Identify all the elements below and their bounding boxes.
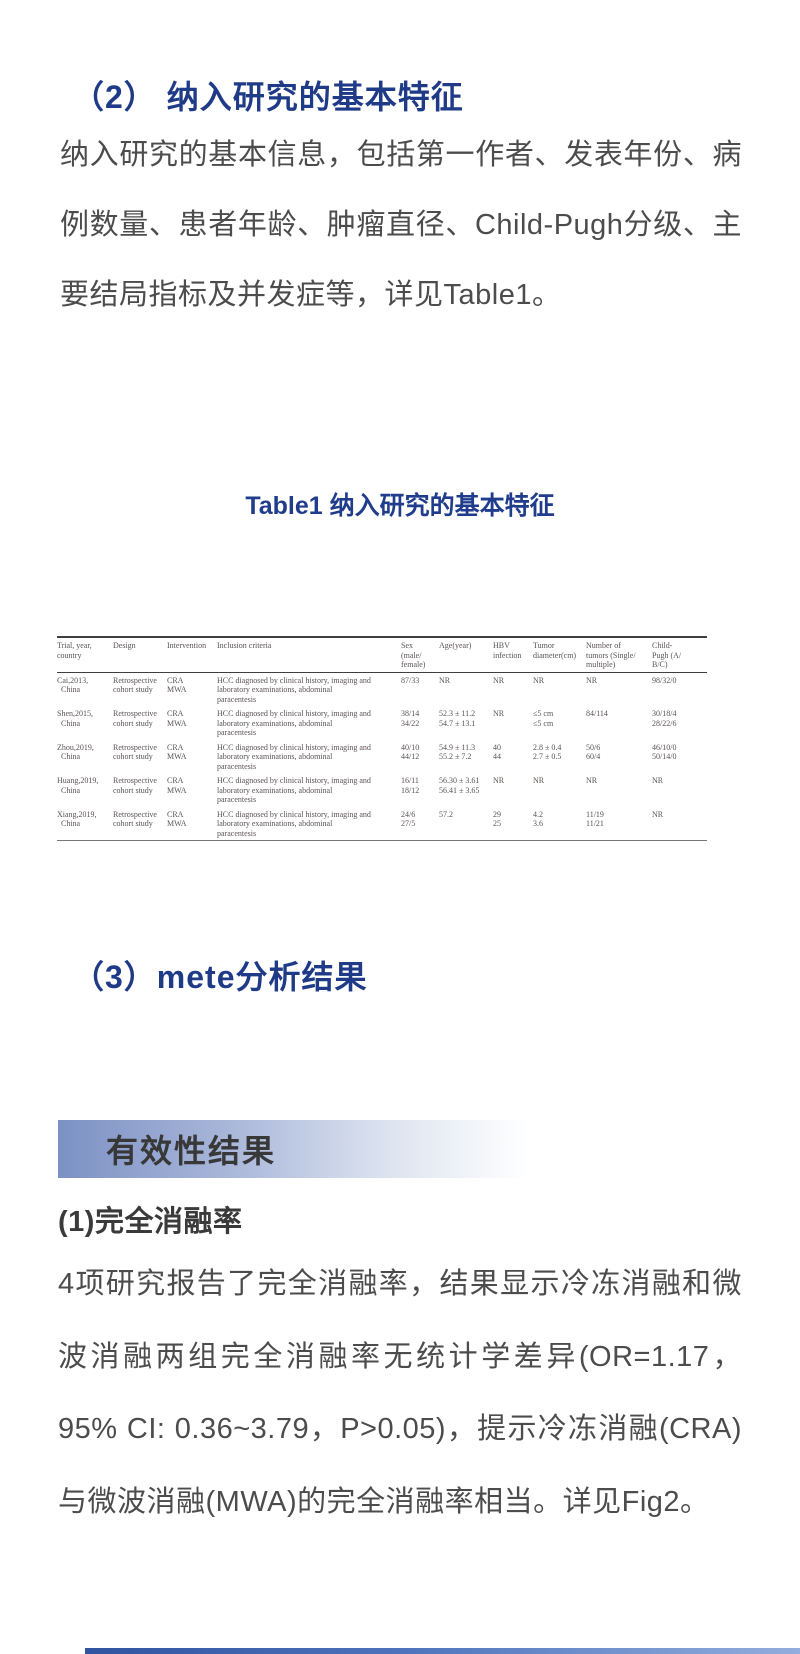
complete-ablation-subheading: (1)完全消融率	[58, 1206, 243, 1238]
table-cell: Retrospective cohort study	[113, 809, 157, 829]
table-cell: NR	[586, 675, 598, 685]
table-cell: 87/33	[401, 675, 420, 685]
table-cell: HCC diagnosed by clinical history, imagi…	[217, 709, 371, 737]
table-cell: 24/6 27/5	[401, 809, 416, 829]
table-cell: Retrospective cohort study	[113, 675, 157, 695]
table-cell: 57.2	[439, 809, 453, 819]
table-cell: Xiang,2019, China	[57, 809, 97, 829]
table-cell: Retrospective cohort study	[113, 776, 157, 795]
table-cell: HCC diagnosed by clinical history, imagi…	[217, 809, 371, 838]
table-cell: 46/10/0 50/14/0	[652, 742, 677, 762]
table-cell: 84/114	[586, 709, 608, 718]
table-cell: Shen,2015, China	[57, 709, 93, 728]
study-table-head-row: Trial, year, country Design Intervention In…	[57, 637, 707, 673]
table-cell: 30/18/4 28/22/6	[652, 709, 677, 728]
table-cell: Retrospective cohort study	[113, 742, 157, 762]
table-header-cell: Child- Pugh (A/ B/C)	[652, 637, 707, 673]
table-cell: NR	[652, 776, 664, 785]
table-cell: 56.30 ± 3.61 56.41 ± 3.65	[439, 776, 480, 795]
table-cell: ≤5 cm ≤5 cm	[533, 709, 554, 728]
table-row: Huang,2019, China Retrospective cohort st…	[57, 773, 707, 807]
table-cell: NR	[652, 809, 664, 819]
table-cell: NR	[439, 675, 451, 685]
table-cell: CRA MWA	[167, 742, 187, 762]
table-cell: NR	[533, 675, 545, 685]
table-cell: CRA MWA	[167, 809, 187, 829]
table-cell: 11/19 11/21	[586, 809, 604, 829]
table-cell: NR	[533, 776, 545, 785]
table-header-cell: Inclusion criteria	[217, 637, 401, 673]
table-header-cell: Intervention	[167, 637, 217, 673]
section-3-heading: （3）mete分析结果	[72, 959, 368, 995]
table-row: Xiang,2019, China Retrospective cohort st…	[57, 807, 707, 841]
table-cell: Zhou,2019, China	[57, 742, 94, 762]
table-cell: Cai,2013, China	[57, 675, 89, 695]
table-cell: CRA MWA	[167, 776, 187, 795]
table-cell: 2.8 ± 0.4 2.7 ± 0.5	[533, 742, 562, 762]
table-cell: HCC diagnosed by clinical history, imagi…	[217, 776, 371, 804]
table-cell: 98/32/0	[652, 675, 677, 685]
study-table: Trial, year, country Design Intervention In…	[57, 636, 707, 841]
table-cell: 40/10 44/12	[401, 742, 420, 762]
study-table-body: Cai,2013, China Retrospective cohort stud…	[57, 672, 707, 841]
table-row: Shen,2015, China Retrospective cohort stu…	[57, 706, 707, 740]
efficacy-banner-title: 有效性结果	[106, 1133, 277, 1169]
table-cell: NR	[493, 776, 505, 785]
table-header-cell: Sex (male/ female)	[401, 637, 439, 673]
table-cell: 54.9 ± 11.3 55.2 ± 7.2	[439, 742, 476, 762]
bottom-accent-bar	[85, 1648, 800, 1654]
table-cell: 38/14 34/22	[401, 709, 420, 728]
table-cell: Huang,2019, China	[57, 776, 99, 795]
table-cell: 16/11 18/12	[401, 776, 420, 795]
table-cell: NR	[493, 709, 505, 718]
table-cell: 40 44	[493, 742, 501, 762]
table-cell: 4.2 3.6	[533, 809, 543, 829]
result-paragraph: 4项研究报告了完全消融率，结果显示冷冻消融和微波消融两组完全消融率无统计学差异(…	[58, 1268, 742, 1518]
table-cell: CRA MWA	[167, 709, 187, 728]
table-cell: 50/6 60/4	[586, 742, 601, 762]
table1-figure: Trial, year, country Design Intervention In…	[57, 636, 707, 841]
table-header-cell: Design	[113, 637, 167, 673]
table-cell: HCC diagnosed by clinical history, imagi…	[217, 742, 371, 771]
table-header-cell: Tumor diameter(cm)	[533, 637, 586, 673]
section-2-heading: （2） 纳入研究的基本特征	[72, 79, 464, 115]
table1-caption: Table1 纳入研究的基本特征	[245, 492, 555, 520]
table-cell: CRA MWA	[167, 675, 187, 695]
table-row: Cai,2013, China Retrospective cohort stud…	[57, 672, 707, 706]
table-header-cell: Number of tumors (Single/ multiple)	[586, 637, 652, 673]
table-cell: 29 25	[493, 809, 501, 829]
table-header-cell: Trial, year, country	[57, 637, 113, 673]
table-header-cell: Age(year)	[439, 637, 493, 673]
table-cell: NR	[586, 776, 598, 785]
table-cell: HCC diagnosed by clinical history, imagi…	[217, 675, 371, 704]
table-cell: NR	[493, 675, 505, 685]
section-2-paragraph: 纳入研究的基本信息，包括第一作者、发表年份、病例数量、患者年龄、肿瘤直径、Chi…	[60, 139, 742, 311]
table-cell: 52.3 ± 11.2 54.7 ± 13.1	[439, 709, 476, 728]
efficacy-results-banner: 有效性结果	[58, 1120, 610, 1178]
table-cell: Retrospective cohort study	[113, 709, 157, 728]
table-row: Zhou,2019, China Retrospective cohort stu…	[57, 740, 707, 774]
table-header-cell: HBV infection	[493, 637, 533, 673]
